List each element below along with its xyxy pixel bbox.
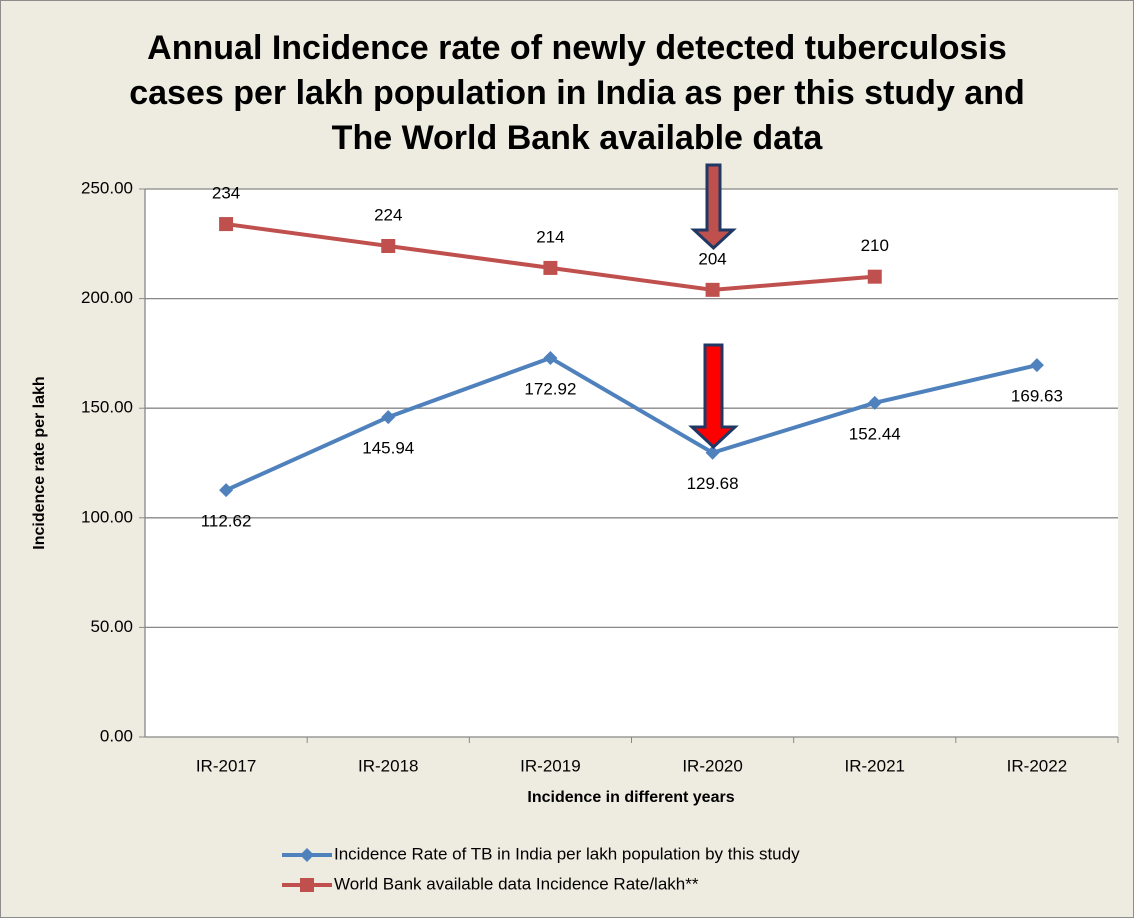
data-label: 112.62	[201, 512, 252, 531]
chart-title: The World Bank available data	[332, 119, 824, 157]
data-label: 152.44	[849, 424, 901, 443]
x-tick-label: IR-2021	[845, 756, 905, 775]
x-tick-label: IR-2022	[1007, 756, 1067, 775]
marker	[705, 445, 720, 460]
marker	[705, 282, 720, 297]
marker	[543, 350, 558, 365]
x-axis-title: Incidence in different years	[527, 789, 734, 806]
series-line	[225, 355, 1038, 492]
marker	[219, 483, 234, 498]
y-tick-label: 200.00	[81, 288, 133, 307]
arrow	[690, 163, 737, 251]
y-tick-label: 250.00	[81, 178, 133, 197]
y-axis-title: Incidence rate per lakh	[31, 376, 48, 549]
y-tick-label: 0.00	[100, 726, 133, 745]
marker	[381, 238, 396, 253]
data-label: 224	[374, 205, 402, 224]
y-tick-label: 100.00	[81, 507, 133, 526]
legend-label: World Bank available data Incidence Rate…	[334, 874, 699, 893]
marker	[381, 410, 396, 425]
chart-title: Annual Incidence rate of newly detected …	[147, 29, 1007, 67]
marker	[867, 269, 882, 284]
legend-marker	[300, 848, 314, 862]
data-label: 172.92	[524, 379, 576, 398]
data-label: 214	[536, 227, 564, 246]
data-label: 204	[698, 249, 726, 268]
x-tick-label: IR-2017	[196, 756, 256, 775]
legend-label: Incidence Rate of TB in India per lakh p…	[334, 844, 800, 863]
grid	[139, 188, 1119, 743]
x-tick-label: IR-2020	[682, 756, 742, 775]
marker	[543, 260, 558, 275]
arrow	[688, 343, 739, 450]
chart-title: cases per lakh population in India as pe…	[129, 74, 1025, 112]
y-tick-label: 150.00	[81, 398, 133, 417]
y-tick-label: 50.00	[90, 617, 133, 636]
data-label: 234	[212, 184, 240, 203]
data-label: 129.68	[687, 474, 739, 493]
marks	[219, 217, 1044, 498]
x-tick-label: IR-2018	[358, 756, 418, 775]
legend-marker	[300, 878, 314, 892]
x-tick-label: IR-2019	[520, 756, 580, 775]
marker	[867, 395, 882, 410]
data-label: 169.63	[1011, 387, 1063, 406]
marker	[219, 217, 234, 232]
data-label: 145.94	[362, 439, 414, 458]
marker	[1029, 358, 1044, 373]
data-label: 210	[861, 236, 889, 255]
